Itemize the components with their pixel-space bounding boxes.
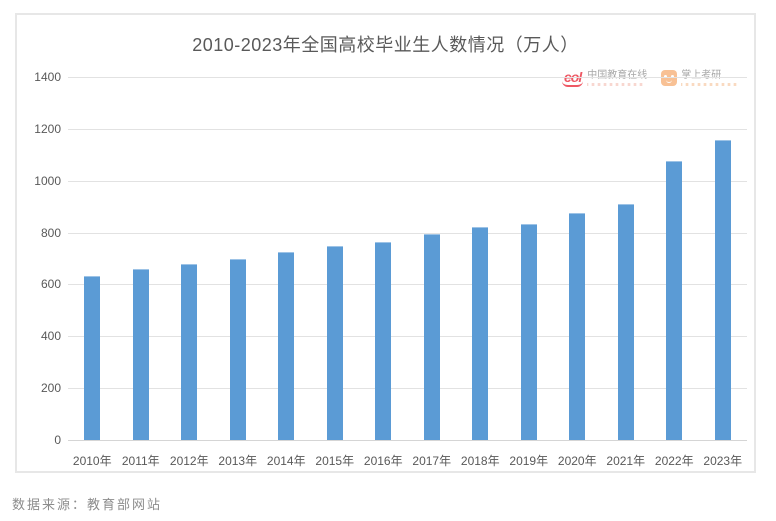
y-axis-labels: 0 200 400 600 800 1000 1200 1400 bbox=[17, 70, 61, 447]
chart-title: 2010-2023年全国高校毕业生人数情况（万人） bbox=[192, 35, 579, 55]
x-tick-label-2020年: 2020年 bbox=[557, 454, 597, 468]
eol-logo-name: 中国教育在线 bbox=[587, 70, 648, 81]
y-tick-label-400: 400 bbox=[40, 329, 61, 344]
y-tick-label-0: 0 bbox=[54, 433, 61, 447]
bar-2011年 bbox=[132, 268, 149, 440]
kaoyan-logo-subtext-stripe bbox=[681, 83, 738, 86]
x-tick-label-2015年: 2015年 bbox=[315, 454, 355, 468]
watermark-row: eol 中国教育在线 掌上考研 bbox=[562, 64, 747, 92]
gridline-800 bbox=[68, 232, 747, 234]
gridline-0 bbox=[68, 440, 747, 441]
x-tick-label-2022年: 2022年 bbox=[654, 454, 694, 468]
x-tick-label-2019年: 2019年 bbox=[509, 454, 549, 468]
eol-logo-subtext-stripe bbox=[587, 83, 644, 86]
gridline-1400 bbox=[68, 77, 747, 78]
x-tick-label-2013年: 2013年 bbox=[218, 454, 258, 468]
x-tick-label-2011年: 2011年 bbox=[121, 454, 160, 468]
y-tick-label-600: 600 bbox=[40, 277, 61, 292]
x-axis-labels: 2010年 2011年 2012年 2013年 2014年 2015年 2016年 2017年… bbox=[68, 452, 747, 470]
x-tick-label-2018年: 2018年 bbox=[460, 454, 500, 468]
kaoyan-logo-name: 掌上考研 bbox=[681, 70, 722, 81]
source-note: 数据来源：教育部网站 bbox=[12, 497, 163, 512]
bar-2022年 bbox=[666, 161, 683, 440]
y-tick-label-1200: 1200 bbox=[34, 121, 61, 136]
bar-2018年 bbox=[472, 227, 489, 440]
gridline-400 bbox=[68, 336, 747, 338]
bar-2017年 bbox=[423, 233, 440, 440]
x-tick-label-2017年: 2017年 bbox=[412, 454, 452, 468]
chart-container: 2010-2023年全国高校毕业生人数情况（万人） eol 中国教育在线 掌上考… bbox=[15, 13, 756, 473]
x-tick-label-2021年: 2021年 bbox=[606, 454, 646, 468]
watermark-eol: eol 中国教育在线 bbox=[562, 70, 647, 87]
gridline-200 bbox=[68, 388, 747, 390]
gridline-1200 bbox=[68, 128, 747, 130]
kaoyan-face-icon bbox=[661, 70, 678, 86]
bar-2023年 bbox=[714, 139, 731, 440]
bar-2010年 bbox=[84, 276, 101, 440]
eol-logo-icon: eol bbox=[562, 68, 584, 87]
watermark-kaoyan: 掌上考研 bbox=[661, 70, 738, 86]
bar-2019年 bbox=[520, 223, 537, 440]
x-tick-label-2014年: 2014年 bbox=[266, 454, 306, 468]
x-tick-label-2010年: 2010年 bbox=[72, 454, 112, 468]
bar-2016年 bbox=[375, 241, 392, 440]
y-tick-label-1000: 1000 bbox=[34, 173, 61, 188]
y-tick-label-1400: 1400 bbox=[34, 70, 61, 84]
y-tick-label-800: 800 bbox=[40, 225, 61, 240]
bar-2021年 bbox=[617, 204, 634, 440]
bar-2014年 bbox=[278, 251, 295, 440]
y-tick-label-200: 200 bbox=[40, 381, 61, 396]
gridline-600 bbox=[68, 284, 747, 286]
gridline-1000 bbox=[68, 180, 747, 182]
x-tick-label-2016年: 2016年 bbox=[363, 454, 403, 468]
plot-area bbox=[68, 77, 747, 441]
x-tick-label-2012年: 2012年 bbox=[169, 454, 209, 468]
x-tick-label-2023年: 2023年 bbox=[703, 454, 743, 468]
bar-2012年 bbox=[181, 263, 198, 440]
bar-2013年 bbox=[229, 258, 246, 440]
bar-2020年 bbox=[569, 213, 586, 440]
bar-2015年 bbox=[326, 245, 343, 440]
